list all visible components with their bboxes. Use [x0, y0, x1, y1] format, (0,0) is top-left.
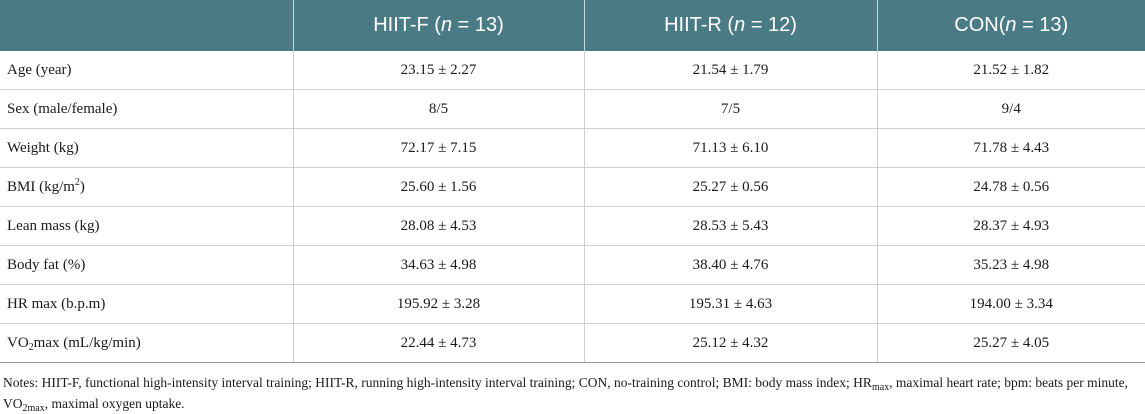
cell-value: 25.27 ± 0.56 — [583, 167, 877, 207]
table-row: Body fat (%) 34.63 ± 4.98 38.40 ± 4.76 3… — [0, 245, 1145, 285]
cell-value: 8/5 — [292, 89, 584, 129]
cell-value: 71.13 ± 6.10 — [583, 128, 877, 168]
table-notes: Notes: HIIT-F, functional high-intensity… — [3, 375, 1128, 414]
cell-value: 38.40 ± 4.76 — [583, 245, 877, 285]
table-row: HR max (b.p.m) 195.92 ± 3.28 195.31 ± 4.… — [0, 284, 1145, 324]
table-row: VO2max (mL/kg/min) 22.44 ± 4.73 25.12 ± … — [0, 323, 1145, 363]
cell-value: 25.60 ± 1.56 — [292, 167, 584, 207]
row-label-bmi: BMI (kg/m2) — [0, 167, 293, 207]
cell-value: 28.37 ± 4.93 — [876, 206, 1145, 246]
header-hiit-f: HIIT-F (n = 13) — [292, 0, 584, 51]
table-row: BMI (kg/m2) 25.60 ± 1.56 25.27 ± 0.56 24… — [0, 167, 1145, 207]
cell-value: 7/5 — [583, 89, 877, 129]
row-label-sex: Sex (male/female) — [0, 89, 293, 129]
header-con: CON(n = 13) — [876, 0, 1145, 51]
table-row: Sex (male/female) 8/5 7/5 9/4 — [0, 89, 1145, 129]
cell-value: 195.31 ± 4.63 — [583, 284, 877, 324]
cell-value: 25.12 ± 4.32 — [583, 323, 877, 363]
participant-characteristics-table: HIIT-F (n = 13) HIIT-R (n = 12) CON(n = … — [0, 0, 1145, 363]
cell-value: 28.08 ± 4.53 — [292, 206, 584, 246]
table-header: HIIT-F (n = 13) HIIT-R (n = 12) CON(n = … — [0, 0, 1145, 51]
cell-value: 9/4 — [876, 89, 1145, 129]
cell-value: 24.78 ± 0.56 — [876, 167, 1145, 207]
row-label-age: Age (year) — [0, 51, 293, 90]
table-row: Lean mass (kg) 28.08 ± 4.53 28.53 ± 5.43… — [0, 206, 1145, 246]
row-label-vo2max: VO2max (mL/kg/min) — [0, 323, 293, 363]
cell-value: 72.17 ± 7.15 — [292, 128, 584, 168]
cell-value: 195.92 ± 3.28 — [292, 284, 584, 324]
row-label-weight: Weight (kg) — [0, 128, 293, 168]
table-body: Age (year) 23.15 ± 2.27 21.54 ± 1.79 21.… — [0, 51, 1145, 363]
cell-value: 21.52 ± 1.82 — [876, 51, 1145, 90]
row-label-lean-mass: Lean mass (kg) — [0, 206, 293, 246]
cell-value: 21.54 ± 1.79 — [583, 51, 877, 90]
cell-value: 22.44 ± 4.73 — [292, 323, 584, 363]
cell-value: 23.15 ± 2.27 — [292, 51, 584, 90]
cell-value: 34.63 ± 4.98 — [292, 245, 584, 285]
cell-value: 25.27 ± 4.05 — [876, 323, 1145, 363]
header-empty-cell — [0, 0, 293, 51]
cell-value: 28.53 ± 5.43 — [583, 206, 877, 246]
row-label-hr-max: HR max (b.p.m) — [0, 284, 293, 324]
cell-value: 194.00 ± 3.34 — [876, 284, 1145, 324]
table-row: Weight (kg) 72.17 ± 7.15 71.13 ± 6.10 71… — [0, 128, 1145, 168]
header-row: HIIT-F (n = 13) HIIT-R (n = 12) CON(n = … — [0, 0, 1145, 51]
cell-value: 71.78 ± 4.43 — [876, 128, 1145, 168]
table-row: Age (year) 23.15 ± 2.27 21.54 ± 1.79 21.… — [0, 51, 1145, 90]
cell-value: 35.23 ± 4.98 — [876, 245, 1145, 285]
row-label-body-fat: Body fat (%) — [0, 245, 293, 285]
header-hiit-r: HIIT-R (n = 12) — [583, 0, 877, 51]
